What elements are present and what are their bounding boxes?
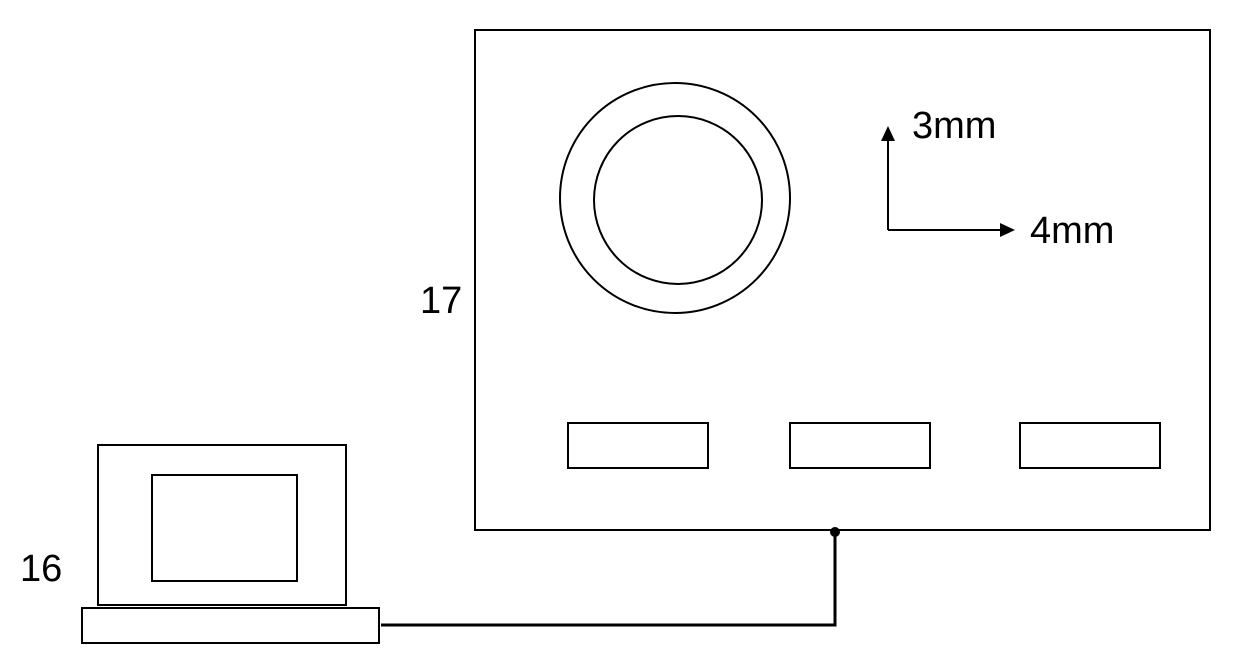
label-axis-y: 3mm <box>912 105 996 148</box>
panel-button-3 <box>1020 423 1160 468</box>
schematic-diagram: 16 17 3mm 4mm <box>0 0 1240 669</box>
diagram-svg <box>0 0 1240 669</box>
label-axis-x: 4mm <box>1030 210 1114 253</box>
connection-dot <box>830 527 840 537</box>
dial-inner-circle <box>594 116 762 284</box>
connection-cable <box>381 532 835 625</box>
label-display-number: 17 <box>420 280 462 323</box>
label-computer-number: 16 <box>20 548 62 591</box>
panel-button-2 <box>790 423 930 468</box>
panel-button-1 <box>568 423 708 468</box>
computer-screen <box>152 475 297 581</box>
display-frame <box>475 30 1210 530</box>
computer-base <box>82 608 379 643</box>
